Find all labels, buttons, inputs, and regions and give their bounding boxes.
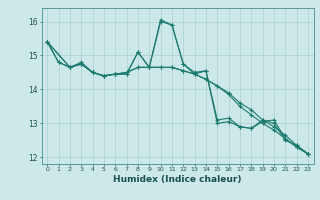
X-axis label: Humidex (Indice chaleur): Humidex (Indice chaleur)	[113, 175, 242, 184]
